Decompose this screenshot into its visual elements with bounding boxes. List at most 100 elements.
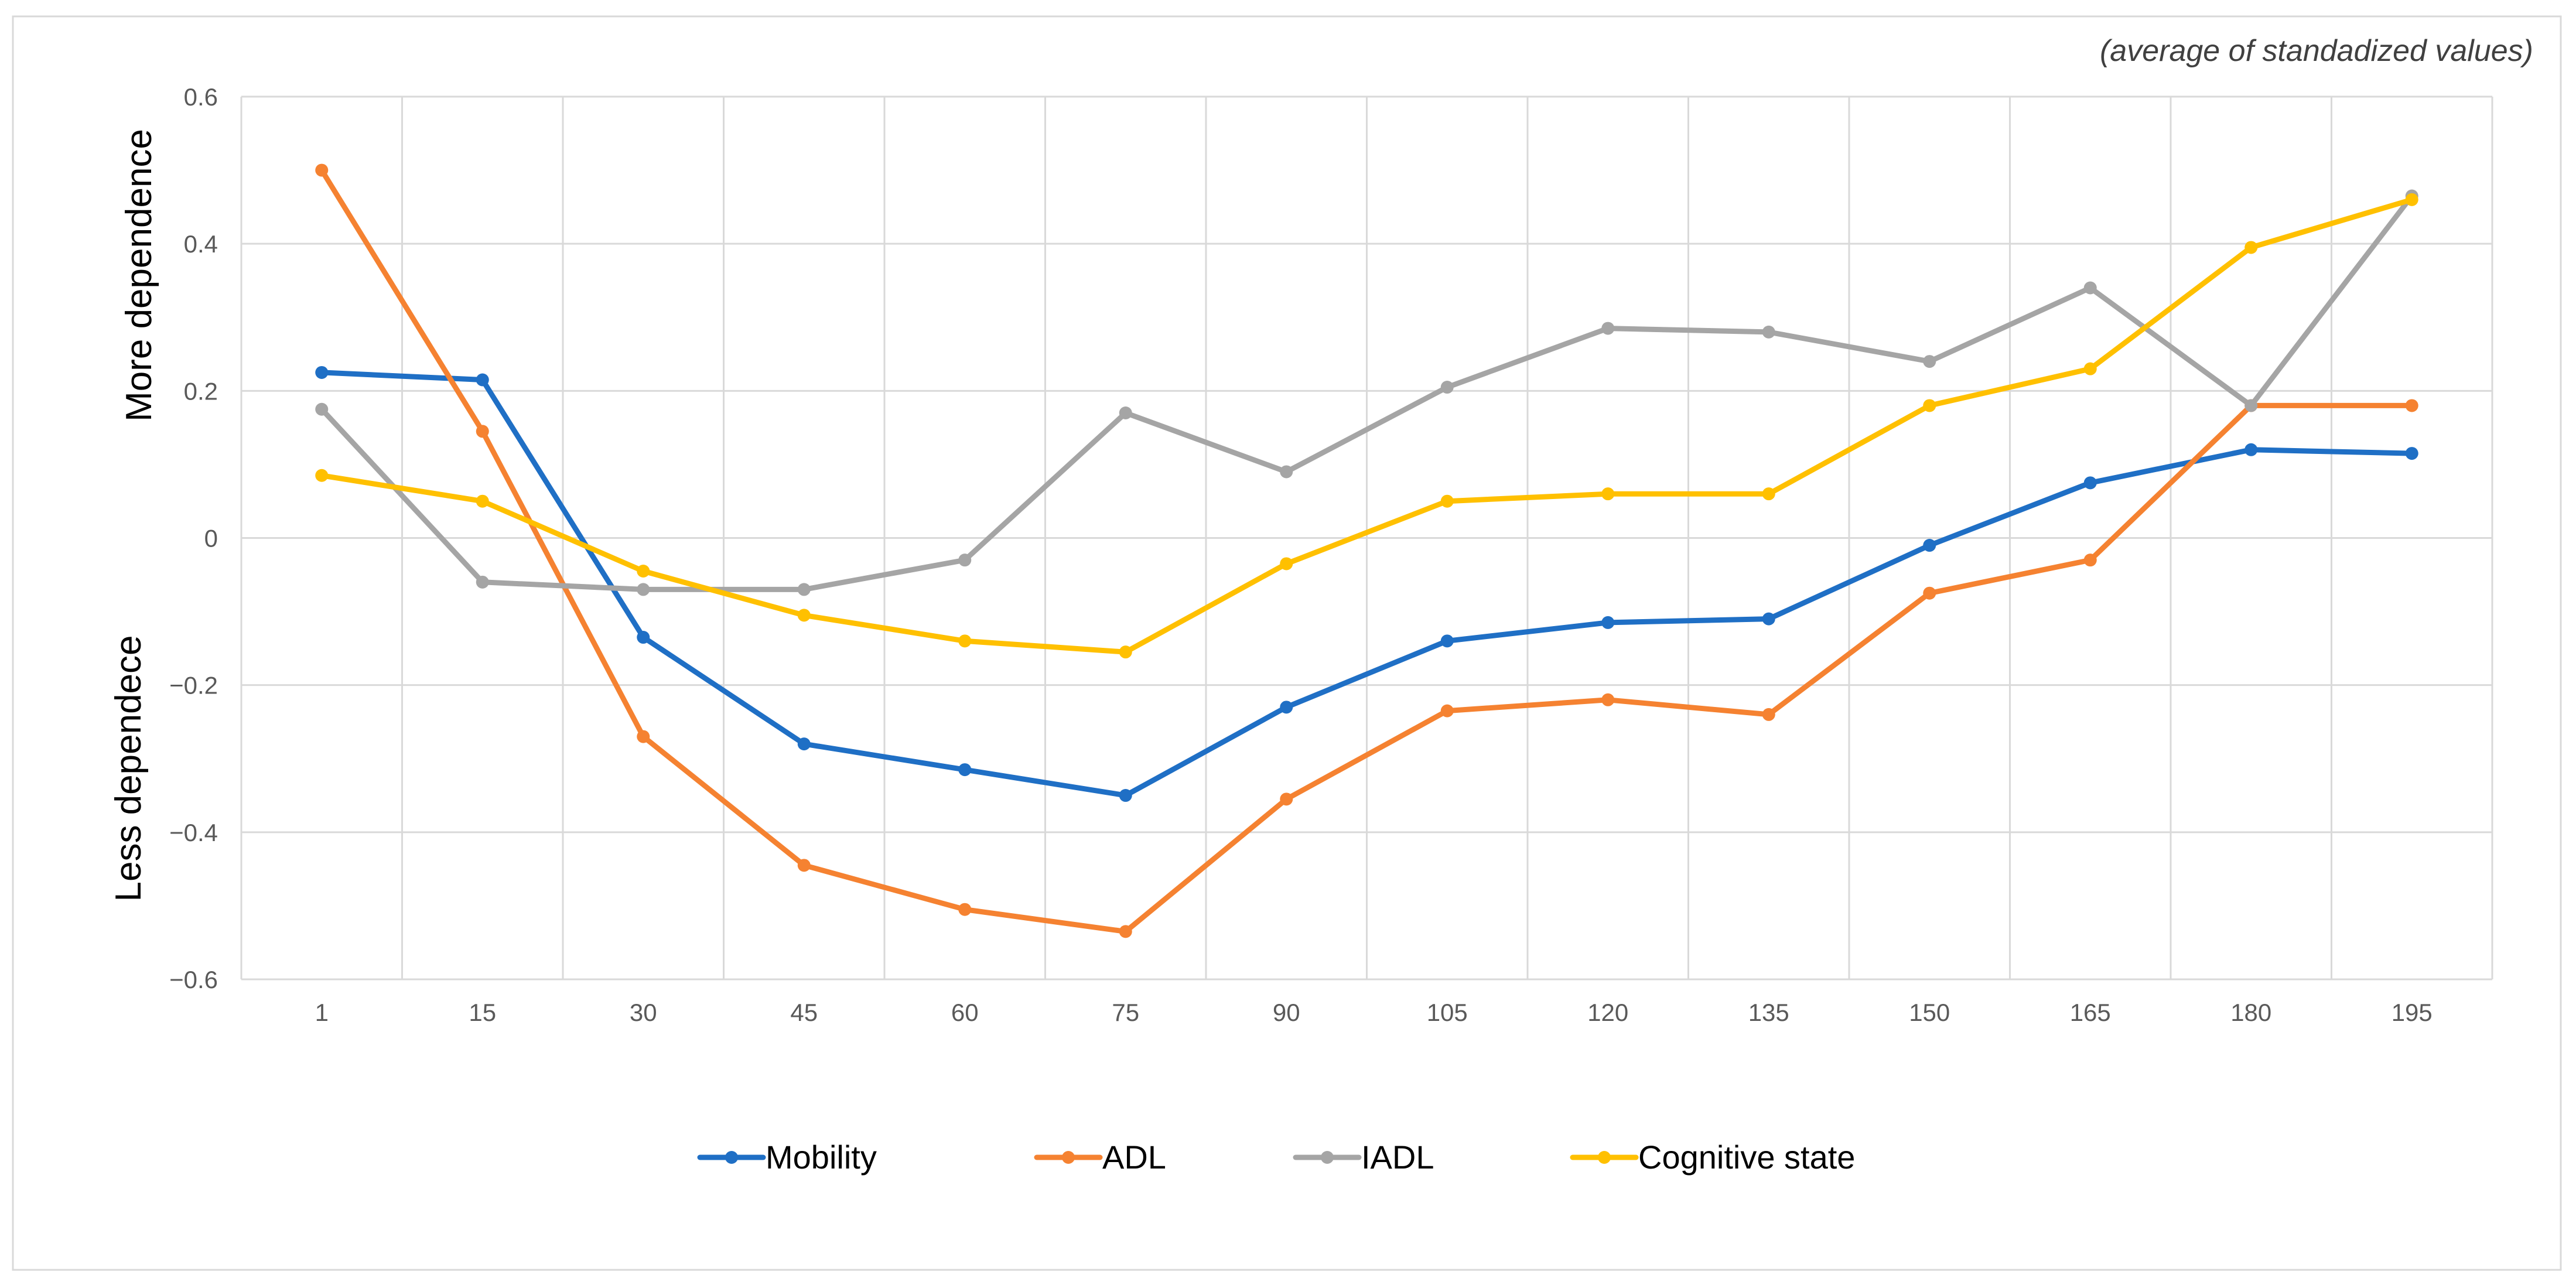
x-tick-label: 1 [315,999,329,1026]
legend-label: Mobility [766,1139,877,1176]
y-tick-label: 0.2 [184,377,218,405]
y-tick-label: 0.6 [184,83,218,111]
legend-item-adl: ADL [1034,1139,1166,1176]
data-point-cognitive-state [1280,557,1293,570]
data-point-mobility [797,737,811,751]
x-tick-label: 150 [1909,999,1950,1026]
data-point-cognitive-state [476,494,489,508]
x-tick-label: 60 [951,999,979,1026]
x-tick-label: 105 [1427,999,1468,1026]
data-point-adl [1440,704,1454,718]
x-tick-label: 90 [1273,999,1300,1026]
gridlines [240,95,2493,980]
data-point-iadl [1923,355,1936,368]
data-point-iadl [1280,465,1293,479]
data-point-mobility [958,763,972,777]
data-point-iadl [958,554,972,567]
data-point-cognitive-state [1601,487,1615,501]
x-tick-label: 15 [469,999,496,1026]
x-tick-label: 180 [2230,999,2271,1026]
data-point-adl [797,859,811,872]
data-point-mobility [1280,701,1293,714]
data-point-adl [958,903,972,916]
data-point-adl [1762,708,1775,721]
x-tick-label: 195 [2391,999,2432,1026]
data-point-iadl [797,583,811,596]
data-point-cognitive-state [637,565,650,578]
data-point-iadl [2083,281,2097,295]
y-axis-ticks: 0.6 0.4 0.2 0 −0.2 −0.4 −0.6 [169,83,218,993]
data-point-cognitive-state [315,469,329,482]
data-point-mobility [2083,476,2097,490]
data-point-iadl [2244,399,2258,412]
data-point-cognitive-state [958,634,972,648]
legend-item-iadl: IADL [1293,1139,1434,1176]
data-point-adl [315,163,329,177]
chart-subtitle: (average of standadized values) [2100,34,2533,68]
data-point-mobility [1762,612,1775,626]
legend-swatch-marker [1321,1151,1334,1164]
x-tick-label: 120 [1587,999,1628,1026]
data-point-adl [1280,792,1293,806]
legend-label: Cognitive state [1638,1139,1855,1176]
x-axis-ticks: 1 15 30 45 60 75 90 105 120 135 150 165 180 195 [315,999,2432,1026]
data-point-adl [1119,925,1132,938]
data-point-adl [2083,554,2097,567]
data-point-mobility [1119,789,1132,802]
y-tick-label: 0.4 [184,230,218,258]
legend-label: ADL [1102,1139,1166,1176]
series-line-adl [319,168,2415,934]
y-tick-label: 0 [204,525,218,552]
data-point-cognitive-state [2083,362,2097,375]
data-point-iadl [1440,381,1454,394]
legend: Mobility ADL IADL Cognitive state [697,1139,1855,1176]
data-point-mobility [1601,616,1615,629]
legend-item-mobility: Mobility [697,1139,877,1176]
x-tick-label: 135 [1748,999,1789,1026]
data-point-mobility [315,365,329,379]
data-point-mobility [1923,539,1936,552]
series-line-iadl [319,193,2415,592]
y-axis-label-upper: More dependence [119,129,159,422]
data-point-iadl [315,402,329,416]
data-point-adl [2405,399,2418,412]
series-lines [319,168,2415,934]
data-point-mobility [2405,447,2418,460]
data-point-iadl [1601,322,1615,335]
data-point-cognitive-state [797,609,811,622]
data-point-mobility [476,373,489,387]
legend-label: IADL [1361,1139,1434,1176]
data-point-mobility [637,631,650,644]
y-tick-label: −0.4 [169,819,218,846]
data-point-iadl [1762,325,1775,339]
data-point-cognitive-state [1762,487,1775,501]
data-point-cognitive-state [1119,645,1132,659]
data-point-adl [1601,693,1615,706]
legend-swatch-marker [1598,1151,1611,1164]
data-point-cognitive-state [1440,494,1454,508]
y-axis-label-lower: Less dependece [108,635,149,901]
x-tick-label: 75 [1112,999,1139,1026]
x-tick-label: 45 [790,999,818,1026]
legend-swatch-marker [1062,1151,1075,1164]
legend-item-cognitive-state: Cognitive state [1570,1139,1855,1176]
data-point-iadl [1119,406,1132,420]
y-tick-label: −0.2 [169,672,218,699]
data-point-iadl [637,583,650,596]
chart-border [12,15,2562,1271]
series-line-cognitive-state [319,197,2415,655]
x-tick-label: 165 [2070,999,2111,1026]
data-point-adl [1923,586,1936,600]
series-points [315,163,2418,938]
series-line-mobility [319,370,2415,798]
data-point-iadl [476,575,489,589]
legend-swatch-marker [725,1151,738,1164]
x-tick-label: 30 [630,999,657,1026]
data-point-mobility [1440,634,1454,648]
data-point-adl [476,425,489,438]
data-point-cognitive-state [2244,241,2258,254]
data-point-adl [637,730,650,743]
data-point-cognitive-state [2405,193,2418,206]
